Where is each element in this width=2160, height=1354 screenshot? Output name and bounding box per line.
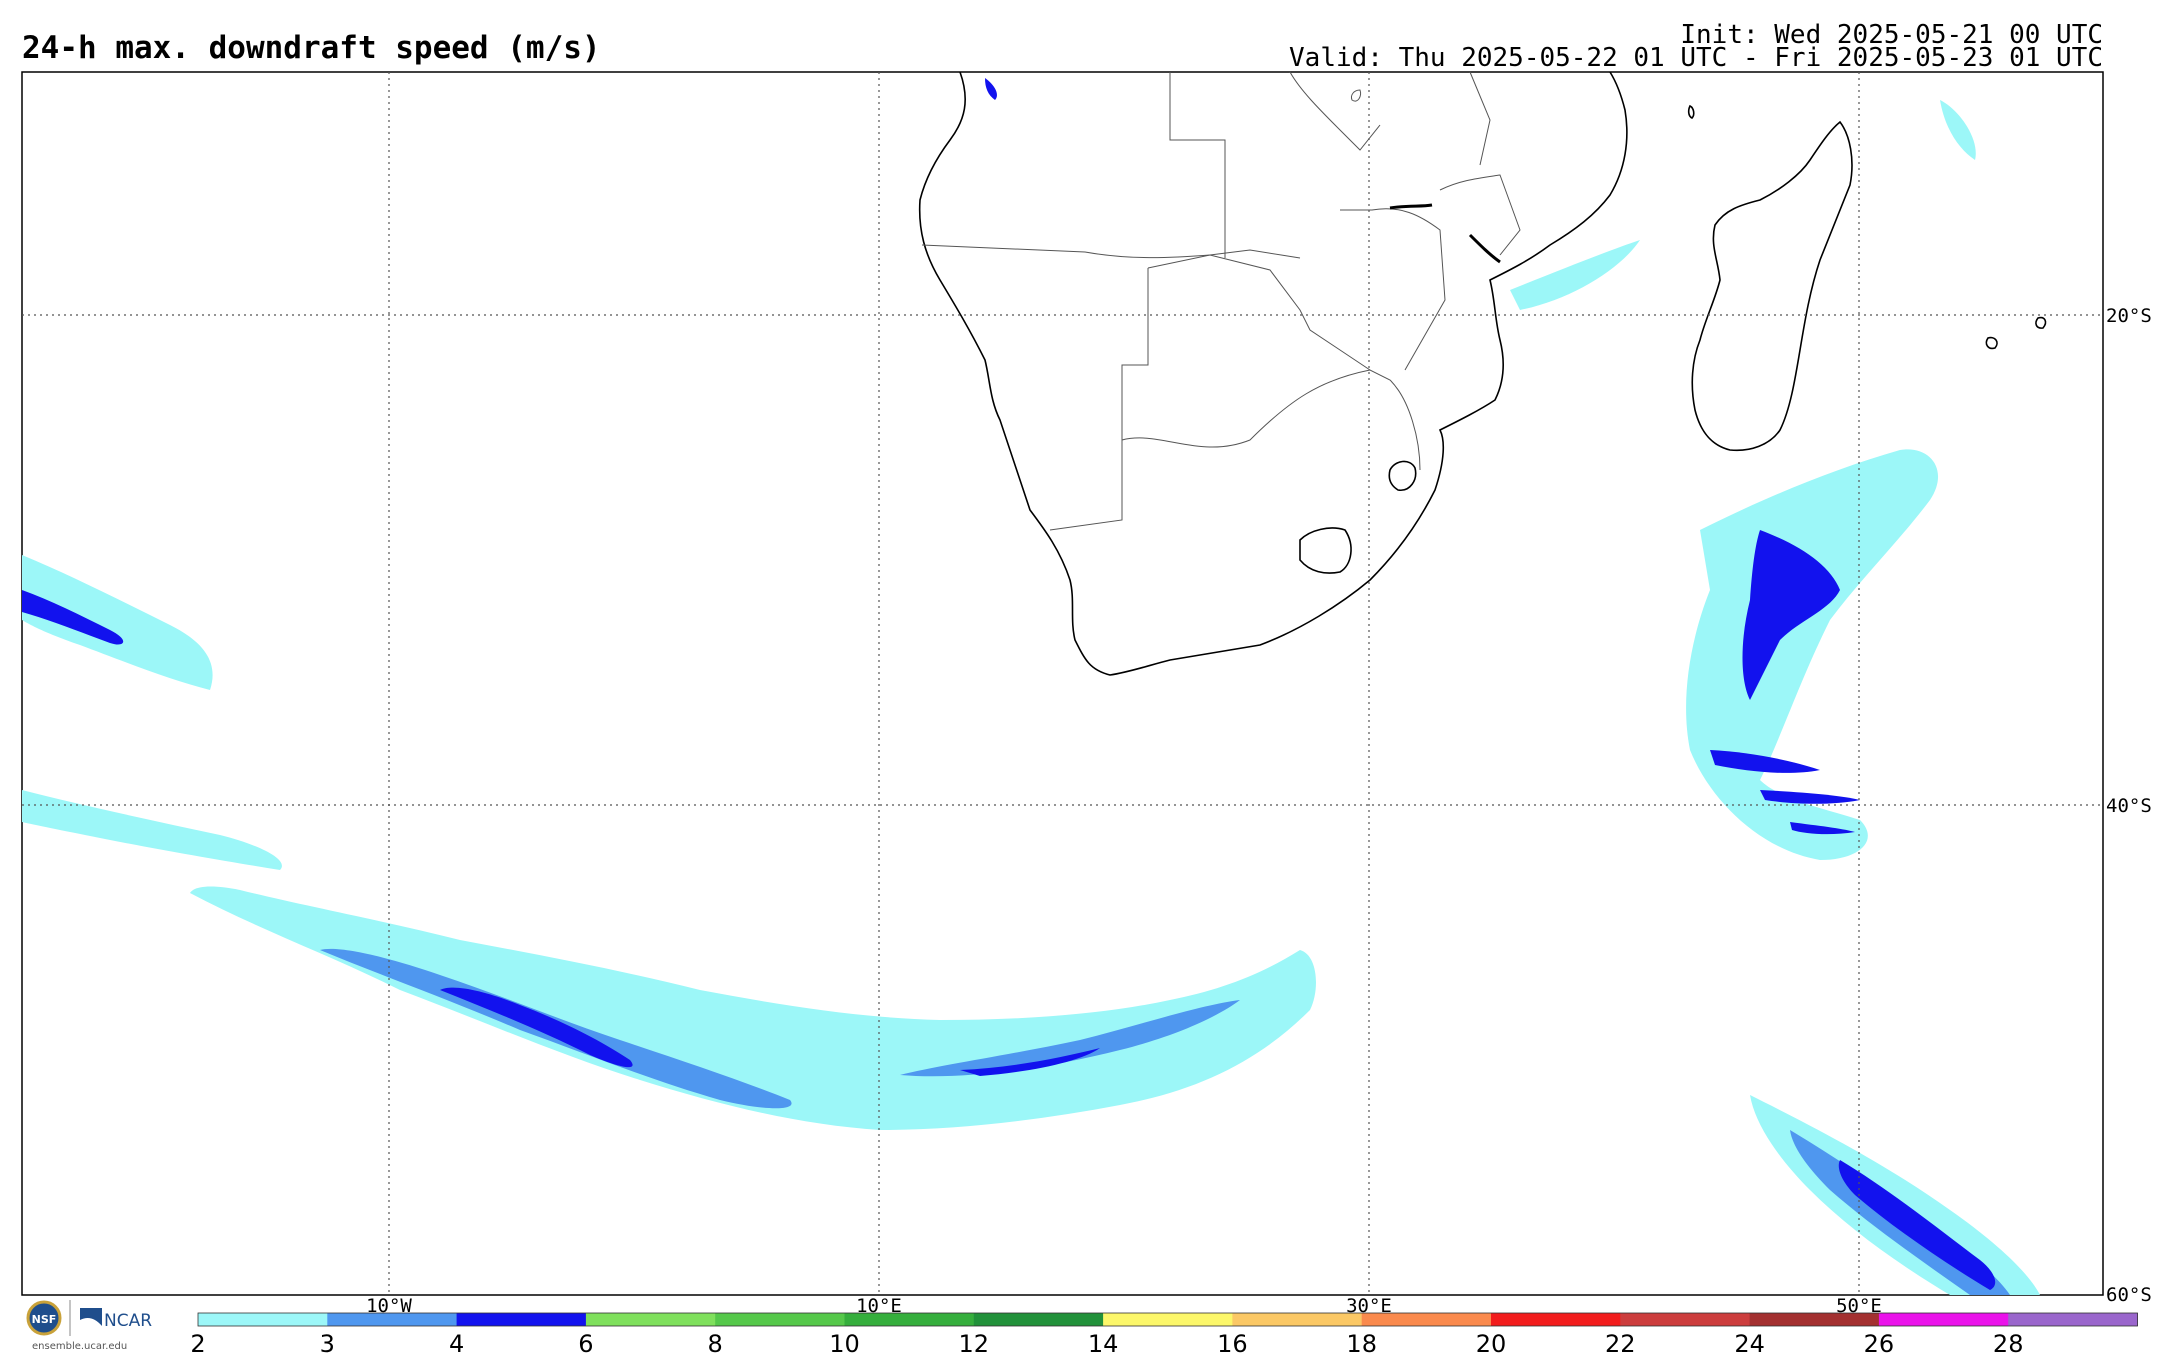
lon-label-30e: 30°E xyxy=(1346,1295,1392,1317)
lake-kariba xyxy=(1389,203,1433,210)
colorbar-tick-label: 28 xyxy=(1993,1330,2024,1354)
nsf-logo-text: NSF xyxy=(32,1313,57,1326)
drc-border xyxy=(1169,72,1226,258)
ncar-logo-text: NCAR xyxy=(104,1311,152,1331)
lon-label-10e: 10°E xyxy=(856,1295,902,1317)
country-borders xyxy=(921,71,1521,531)
ensemble-url: ensemble.ucar.edu xyxy=(32,1341,127,1352)
graticule xyxy=(22,72,2103,1295)
lake-cahora-bassa xyxy=(1468,233,1501,264)
lat-label-20s: 20°S xyxy=(2106,305,2152,327)
field-region-indian-streak-3 xyxy=(1790,822,1855,835)
field-region-southern-arc xyxy=(190,886,1316,1130)
colorbar-segment xyxy=(1361,1313,1492,1326)
northern-border xyxy=(1289,71,1381,151)
init-time: Init: Wed 2025-05-21 00 UTC xyxy=(1680,20,2103,50)
colorbar-segment xyxy=(198,1313,328,1326)
colorbar-tick-label: 8 xyxy=(708,1330,723,1354)
island-2 xyxy=(2035,316,2047,329)
namibia-botswana-border xyxy=(1049,268,1149,531)
field-region-indian-core xyxy=(1742,530,1840,700)
colorbar-segment xyxy=(715,1313,845,1326)
colorbar-tick-label: 18 xyxy=(1346,1330,1377,1354)
colorbar-tick-label: 24 xyxy=(1734,1330,1765,1354)
colorbar-tick-label: 3 xyxy=(320,1330,335,1354)
eswatini-border xyxy=(1388,460,1417,491)
lake-mweru xyxy=(1351,89,1361,102)
colorbar-segment xyxy=(456,1313,587,1326)
colorbar-tick-label: 6 xyxy=(578,1330,593,1354)
colorbar-segment xyxy=(1232,1313,1363,1326)
logo-block: NSF NCAR ensemble.ucar.edu xyxy=(26,1300,152,1352)
south-africa-north-border xyxy=(1121,369,1421,471)
island-1 xyxy=(1985,336,1998,350)
lon-label-50e: 50°E xyxy=(1836,1295,1882,1317)
field-region-northeast-scatter xyxy=(1940,100,1976,160)
field-region-arc-east xyxy=(900,1000,1240,1077)
colorbar-tick-label: 10 xyxy=(829,1330,860,1354)
colorbar-segment xyxy=(1620,1313,1751,1326)
lat-label-40s: 40°S xyxy=(2106,795,2152,817)
field-region-mozambique xyxy=(1510,240,1640,310)
colorbar-segment xyxy=(1491,1313,1621,1326)
colorbar-tick-label: 22 xyxy=(1605,1330,1636,1354)
field-region-southeast xyxy=(1750,1095,2040,1295)
colorbar-tick-label: 26 xyxy=(1864,1330,1895,1354)
colorbar-border xyxy=(197,1312,2138,1327)
field-region-west-south xyxy=(22,790,282,870)
map-title: 24-h max. downdraft speed (m/s) xyxy=(22,30,601,66)
colorbar-segment xyxy=(973,1313,1104,1326)
field-region-arc-east-core xyxy=(960,1048,1100,1076)
botswana-north-border xyxy=(1147,254,1371,371)
field-region-west-core xyxy=(22,590,124,645)
lon-label-10w: 10°W xyxy=(366,1295,412,1317)
downdraft-field xyxy=(22,78,2040,1295)
ncar-logo-icon xyxy=(80,1308,102,1326)
colorbar-segment xyxy=(1103,1313,1233,1326)
field-region-north-spot xyxy=(985,78,997,100)
colorbar-tick-label: 2 xyxy=(190,1330,205,1354)
island-3 xyxy=(1687,104,1695,119)
valid-time-range: Valid: Thu 2025-05-22 01 UTC - Fri 2025-… xyxy=(1289,43,2103,73)
field-region-southeast-core xyxy=(1838,1160,1996,1290)
coastlines xyxy=(918,71,2047,676)
colorbar-tick-label: 16 xyxy=(1217,1330,1248,1354)
madagascar-coastline xyxy=(1691,120,1853,452)
colorbar-segment xyxy=(2008,1313,2138,1326)
africa-coastline xyxy=(918,71,1628,676)
colorbar-segment xyxy=(1749,1313,1880,1326)
colorbar: 2 3 4 6 8 10 12 14 16 18 20 22 24 26 28 xyxy=(190,1312,2138,1354)
mozambique-border xyxy=(1439,174,1521,256)
colorbar-segment xyxy=(1878,1313,2009,1326)
nsf-logo-icon xyxy=(26,1300,62,1336)
colorbar-segment xyxy=(327,1313,458,1326)
colorbar-segment xyxy=(844,1313,975,1326)
lat-label-60s: 60°S xyxy=(2106,1284,2152,1306)
colorbar-tick-label: 20 xyxy=(1476,1330,1507,1354)
colorbar-tick-label: 14 xyxy=(1088,1330,1119,1354)
lesotho-border xyxy=(1299,527,1352,574)
colorbar-tick-label: 12 xyxy=(959,1330,990,1354)
zambia-zimbabwe-border xyxy=(1340,208,1446,371)
field-region-indian-streak-1 xyxy=(1710,750,1820,773)
colorbar-segment xyxy=(585,1313,716,1326)
malawi-border xyxy=(1469,71,1491,166)
field-region-west-band xyxy=(22,555,213,690)
field-region-indian-streak-2 xyxy=(1760,790,1860,804)
field-region-arc-core xyxy=(440,987,633,1068)
colorbar-tick-label: 4 xyxy=(449,1330,464,1354)
